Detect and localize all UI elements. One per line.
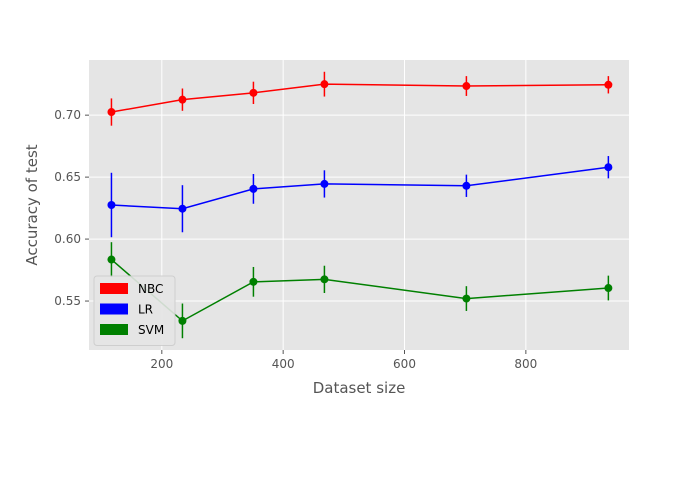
plot-background [89, 60, 629, 350]
data-point-lr [107, 201, 116, 209]
y-tick-label: 0.60 [54, 232, 81, 246]
data-point-svm [178, 316, 187, 325]
y-tick-label: 0.70 [54, 108, 81, 122]
data-point-nbc [320, 80, 329, 89]
series-line-nbc [111, 83, 609, 113]
legend-swatch-lr [100, 303, 128, 315]
data-point-lr [249, 184, 258, 193]
data-point-nbc [462, 82, 471, 91]
data-point-nbc [178, 95, 187, 104]
x-axis-title: Dataset size [313, 379, 406, 397]
data-point-nbc [107, 108, 116, 117]
series-lr [107, 156, 613, 238]
series-nbc [107, 71, 613, 126]
series-line-lr [111, 166, 609, 210]
data-point-lr [462, 181, 471, 190]
data-point-lr [178, 204, 187, 213]
data-point-nbc [604, 80, 613, 89]
legend-swatch-nbc [100, 283, 128, 294]
legend-label-lr: LR [138, 303, 153, 317]
legend: NBC LR SVM [93, 275, 176, 346]
data-point-svm [604, 284, 613, 293]
data-point-svm [249, 277, 258, 286]
legend-label-nbc: NBC [138, 282, 163, 296]
x-tick-label: 200 [150, 357, 173, 371]
legend-label-svm: SVM [138, 323, 164, 337]
series-layer [107, 71, 613, 339]
data-point-lr [604, 163, 613, 172]
data-point-svm [462, 294, 471, 303]
data-point-svm [320, 275, 329, 284]
data-point-svm [107, 255, 116, 264]
x-tick-label: 800 [514, 357, 537, 371]
y-tick-label: 0.65 [54, 170, 81, 184]
data-point-nbc [249, 88, 258, 97]
legend-swatch-svm [100, 324, 128, 335]
data-point-lr [320, 179, 329, 188]
y-axis-ticks: 0.55 0.60 0.65 0.70 [54, 108, 89, 308]
y-tick-label: 0.55 [54, 294, 81, 308]
x-tick-label: 400 [272, 357, 295, 371]
y-axis-title: Accuracy of test [23, 144, 41, 265]
grid-lines [89, 60, 629, 350]
x-tick-label: 600 [393, 357, 416, 371]
x-axis-ticks: 200 400 600 800 [150, 350, 537, 371]
